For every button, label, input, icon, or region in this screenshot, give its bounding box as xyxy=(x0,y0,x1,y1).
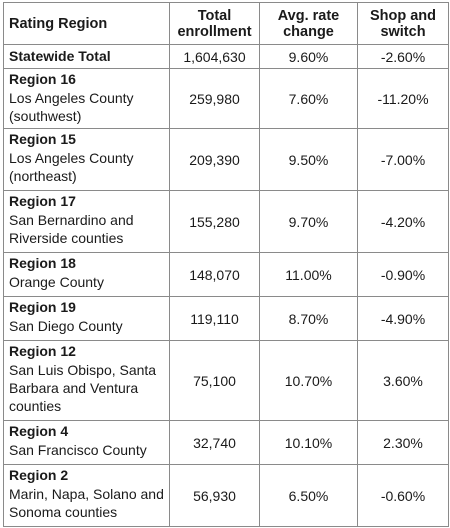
rate-cell: 8.70% xyxy=(259,296,358,341)
rating-region-table: Rating Region Total enrollment Avg. rate… xyxy=(3,2,449,527)
statewide-label: Statewide Total xyxy=(9,48,111,64)
shop-cell: 3.60% xyxy=(357,340,449,421)
enrollment-cell: 56,930 xyxy=(169,464,260,527)
shop-cell: -0.60% xyxy=(357,464,449,527)
region-name: Region 4 xyxy=(9,423,69,439)
region-name: Region 16 xyxy=(9,71,76,87)
shop-cell: -4.90% xyxy=(357,296,449,341)
rate-cell: 10.70% xyxy=(259,340,358,421)
statewide-rate: 9.60% xyxy=(259,44,358,69)
shop-cell: -11.20% xyxy=(357,68,449,129)
table-row: Region 4 San Francisco County 32,740 10.… xyxy=(3,420,449,465)
enrollment-cell: 75,100 xyxy=(169,340,260,421)
table-row: Region 2 Marin, Napa, Solano and Sonoma … xyxy=(3,464,449,527)
region-name: Region 2 xyxy=(9,467,69,483)
rate-cell: 9.50% xyxy=(259,128,358,191)
shop-cell: -7.00% xyxy=(357,128,449,191)
enrollment-cell: 209,390 xyxy=(169,128,260,191)
region-area: San Francisco County xyxy=(9,442,147,458)
header-row: Rating Region Total enrollment Avg. rate… xyxy=(3,2,449,45)
statewide-enrollment: 1,604,630 xyxy=(169,44,260,69)
table-row: Region 12 San Luis Obispo, Santa Barbara… xyxy=(3,340,449,421)
header-rating-region: Rating Region xyxy=(3,2,170,45)
shop-cell: -4.20% xyxy=(357,190,449,253)
region-area: San Diego County xyxy=(9,318,123,334)
table-row: Region 16 Los Angeles County (southwest)… xyxy=(3,68,449,129)
enrollment-cell: 119,110 xyxy=(169,296,260,341)
region-area: Marin, Napa, Solano and Sonoma counties xyxy=(9,486,164,520)
region-name: Region 15 xyxy=(9,131,76,147)
header-total-enrollment: Total enrollment xyxy=(169,2,260,45)
region-area: San Luis Obispo, Santa Barbara and Ventu… xyxy=(9,362,157,414)
rate-cell: 7.60% xyxy=(259,68,358,129)
shop-cell: -0.90% xyxy=(357,252,449,297)
region-area: Orange County xyxy=(9,274,104,290)
enrollment-cell: 259,980 xyxy=(169,68,260,129)
region-area: Los Angeles County (northeast) xyxy=(9,150,134,184)
rate-cell: 9.70% xyxy=(259,190,358,253)
enrollment-cell: 32,740 xyxy=(169,420,260,465)
rate-cell: 10.10% xyxy=(259,420,358,465)
statewide-row: Statewide Total 1,604,630 9.60% -2.60% xyxy=(3,44,449,69)
table-row: Region 19 San Diego County 119,110 8.70%… xyxy=(3,296,449,341)
enrollment-cell: 155,280 xyxy=(169,190,260,253)
enrollment-cell: 148,070 xyxy=(169,252,260,297)
header-shop-and-switch: Shop and switch xyxy=(357,2,449,45)
header-avg-rate-change: Avg. rate change xyxy=(259,2,358,45)
statewide-shop: -2.60% xyxy=(357,44,449,69)
region-area: Los Angeles County (southwest) xyxy=(9,90,134,124)
table-row: Region 18 Orange County 148,070 11.00% -… xyxy=(3,252,449,297)
region-name: Region 19 xyxy=(9,299,76,315)
region-name: Region 17 xyxy=(9,193,76,209)
region-name: Region 12 xyxy=(9,343,76,359)
rate-cell: 11.00% xyxy=(259,252,358,297)
table-row: Region 15 Los Angeles County (northeast)… xyxy=(3,128,449,191)
shop-cell: 2.30% xyxy=(357,420,449,465)
region-area: San Bernardino and Riverside counties xyxy=(9,212,134,246)
region-name: Region 18 xyxy=(9,255,76,271)
table-row: Region 17 San Bernardino and Riverside c… xyxy=(3,190,449,253)
rate-cell: 6.50% xyxy=(259,464,358,527)
